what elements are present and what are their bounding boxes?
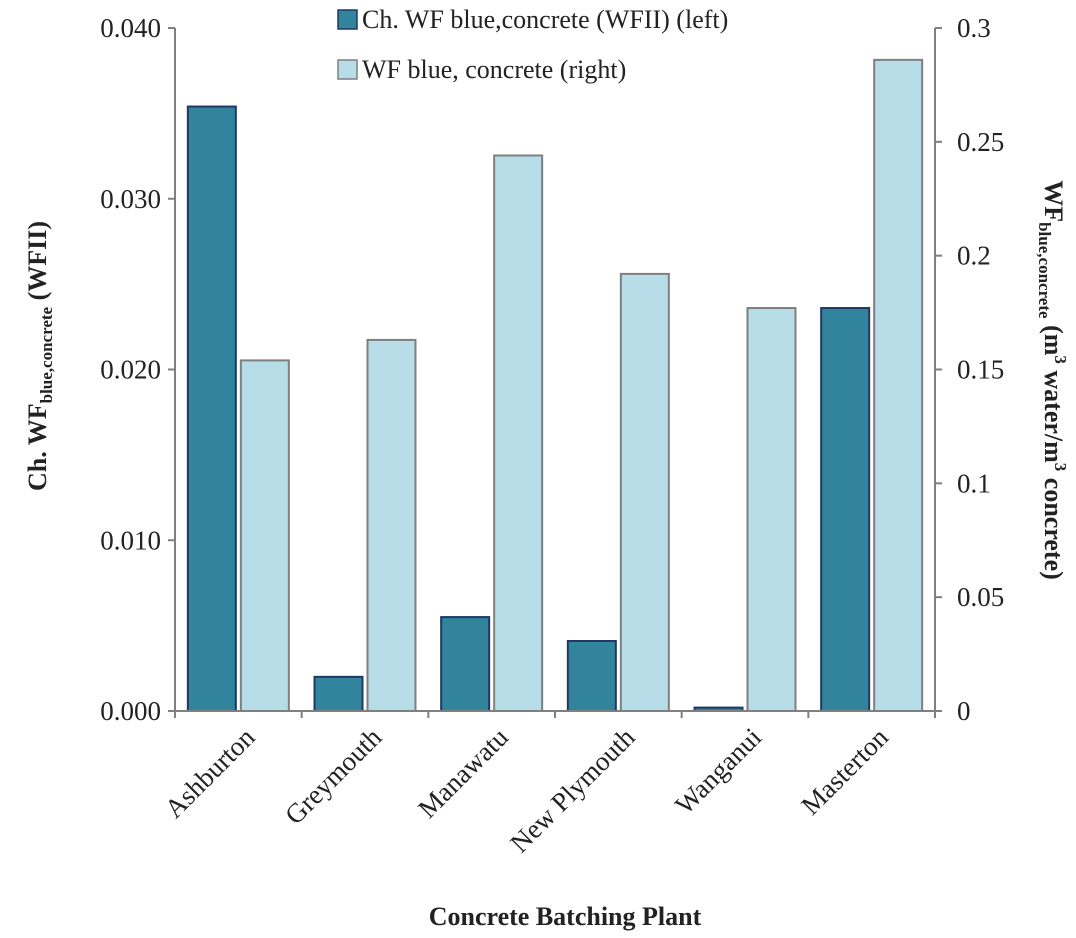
right-y-tick-label: 0.1 (957, 468, 991, 498)
right-y-axis-title-sup2: 3 (1051, 463, 1070, 472)
legend-swatch-left (337, 9, 358, 30)
bar-left-series-manawatu (440, 616, 491, 713)
right-y-axis-title-sup1: 3 (1051, 355, 1070, 364)
right-y-axis-title-part4: concrete) (1039, 471, 1068, 580)
category-label-masterton: Masterton (795, 722, 894, 821)
right-y-tick-label: 0 (957, 696, 971, 726)
bar-right-series-ashburton (239, 359, 290, 712)
right-y-tick-label: 0.2 (957, 241, 991, 271)
x-axis-title: Concrete Batching Plant (429, 902, 702, 931)
left-y-tick-label: 0.040 (100, 13, 161, 43)
category-label-ashburton: Ashburton (159, 722, 261, 824)
right-y-axis-title-part2: (m (1039, 319, 1068, 356)
left-y-tick-label: 0.010 (100, 525, 161, 555)
legend: Ch. WF blue,concrete (WFII) (left) WF bl… (337, 5, 728, 84)
right-y-axis-title-sub: blue,concrete (1035, 222, 1054, 319)
bar-right-series-wanganui (746, 307, 797, 712)
right-y-tick-label: 0.15 (957, 355, 1004, 385)
legend-swatch-right (337, 59, 358, 80)
bar-right-series-masterton (873, 58, 924, 712)
right-y-tick-label: 0.25 (957, 127, 1004, 157)
bar-left-series-greymouth (313, 675, 364, 712)
right-y-tick-label: 0.3 (957, 13, 991, 43)
left-y-axis-title-tail: (WFII) (23, 221, 52, 307)
bar-right-series-manawatu (493, 154, 544, 712)
right-y-axis-title-part3: water/m (1039, 364, 1068, 463)
left-y-axis-title: Ch. WFblue,concrete (WFII) (23, 221, 56, 491)
category-label-greymouth: Greymouth (279, 722, 388, 831)
left-y-tick-label: 0.020 (100, 355, 161, 385)
right-y-axis-title-main: WF (1039, 180, 1068, 222)
category-label-manawatu: Manawatu (412, 722, 514, 824)
bar-left-series-ashburton (186, 105, 237, 713)
left-y-axis-title-sub: blue,concrete (37, 306, 56, 403)
bar-right-series-new-plymouth (619, 272, 670, 712)
left-y-tick-label: 0.000 (100, 696, 161, 726)
right-y-tick-label: 0.05 (957, 582, 1004, 612)
left-y-tick-label: 0.030 (100, 184, 161, 214)
category-label-wanganui: Wanganui (669, 722, 767, 820)
bar-left-series-new-plymouth (566, 639, 617, 712)
legend-label-right: WF blue, concrete (right) (362, 55, 626, 84)
category-label-new-plymouth: New Plymouth (504, 722, 641, 859)
ticks-layer: 0.000 0.010 0.020 0.030 0.040 0 0.05 0.1 0.15 0.2… (100, 13, 1004, 726)
bar-left-series-masterton (820, 307, 871, 712)
right-y-axis-title: WFblue,concrete (m3 water/m3 concrete) (1035, 180, 1070, 580)
legend-label-left: Ch. WF blue,concrete (WFII) (left) (362, 5, 728, 34)
bar-right-series-greymouth (366, 338, 417, 712)
left-y-axis-title-main: Ch. WF (23, 403, 52, 491)
bars-layer (186, 58, 924, 713)
